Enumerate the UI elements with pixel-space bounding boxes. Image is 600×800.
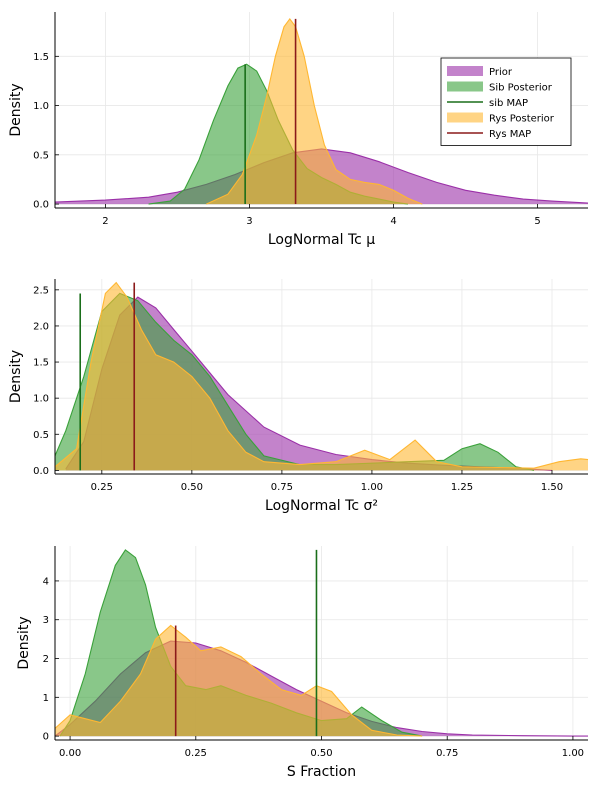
legend: Prior Sib Posterior sib MAP Rys Posterior Ry… [440, 57, 572, 146]
legend-label-rys-posterior: Rys Posterior [489, 114, 555, 125]
y-axis-label: Density [8, 83, 24, 136]
rys-posterior-area [206, 18, 423, 205]
chart-panel-3: 0.00 0.25 0.50 0.75 1.00 0 1 2 3 4 S Fraction Densi… [16, 546, 588, 780]
x-tick-label: 0.50 [181, 482, 203, 493]
x-tick-label: 0.00 [59, 748, 81, 759]
y-tick-label: 2 [43, 654, 49, 665]
y-tick-label: 0.5 [33, 430, 49, 441]
legend-label-sib-posterior: Sib Posterior [489, 83, 553, 94]
prior-outline [54, 148, 589, 204]
x-tick-label: 0.50 [310, 748, 332, 759]
x-tick-label: 0.25 [91, 482, 113, 493]
y-tick-label: 0.5 [33, 150, 49, 161]
y-tick-label: 4 [43, 576, 49, 587]
y-tick-label: 2.5 [33, 285, 49, 296]
y-tick-label: 1.0 [33, 101, 49, 112]
y-tick-label: 3 [43, 615, 49, 626]
x-tick-label: 4 [390, 216, 396, 227]
y-tick-label: 1.5 [33, 358, 49, 369]
x-axis-label: LogNormal Tc σ² [265, 498, 378, 514]
rys-posterior-area [55, 625, 423, 737]
legend-label-rys-map: Rys MAP [489, 129, 531, 140]
x-tick-label: 3 [246, 216, 252, 227]
y-axis-label: Density [8, 350, 24, 403]
rys-posterior-area [55, 282, 588, 471]
x-axis-label: S Fraction [287, 764, 356, 780]
rys-posterior-outline [54, 281, 589, 469]
legend-swatch-prior [447, 66, 483, 76]
x-tick-label: 0.25 [185, 748, 207, 759]
y-tick-label: 1.0 [33, 394, 49, 405]
x-tick-label: 5 [534, 216, 540, 227]
x-tick-label: 2 [102, 216, 108, 227]
x-tick-label: 1.50 [541, 482, 563, 493]
x-tick-label: 0.75 [436, 748, 458, 759]
y-tick-label: 1 [43, 693, 49, 704]
legend-label-sib-map: sib MAP [489, 98, 528, 109]
legend-swatch-rys-posterior [447, 112, 483, 123]
x-tick-label: 1.00 [562, 748, 584, 759]
x-tick-label: 1.00 [361, 482, 383, 493]
legend-label-prior: Prior [489, 67, 513, 78]
y-tick-label: 0.0 [33, 200, 49, 211]
y-tick-label: 1.5 [33, 52, 49, 63]
rys-posterior-outline [206, 17, 423, 205]
x-tick-label: 1.25 [451, 482, 473, 493]
y-tick-label: 0.0 [33, 466, 49, 477]
x-axis-label: LogNormal Tc μ [268, 232, 375, 248]
rys-posterior-outline [54, 624, 423, 737]
y-axis-label: Density [16, 616, 32, 669]
x-tick-label: 0.75 [271, 482, 293, 493]
legend-swatch-sib-posterior [447, 81, 483, 92]
chart-panel-1: 2 3 4 5 0.0 0.5 1.0 1.5 LogNormal Tc μ Density Pri… [8, 12, 589, 248]
chart-panel-2: 0.25 0.50 0.75 1.00 1.25 1.50 0.0 0.5 1.0 1.5 2.0 2… [8, 279, 589, 514]
y-tick-label: 2.0 [33, 321, 49, 332]
y-tick-label: 0 [43, 732, 49, 743]
